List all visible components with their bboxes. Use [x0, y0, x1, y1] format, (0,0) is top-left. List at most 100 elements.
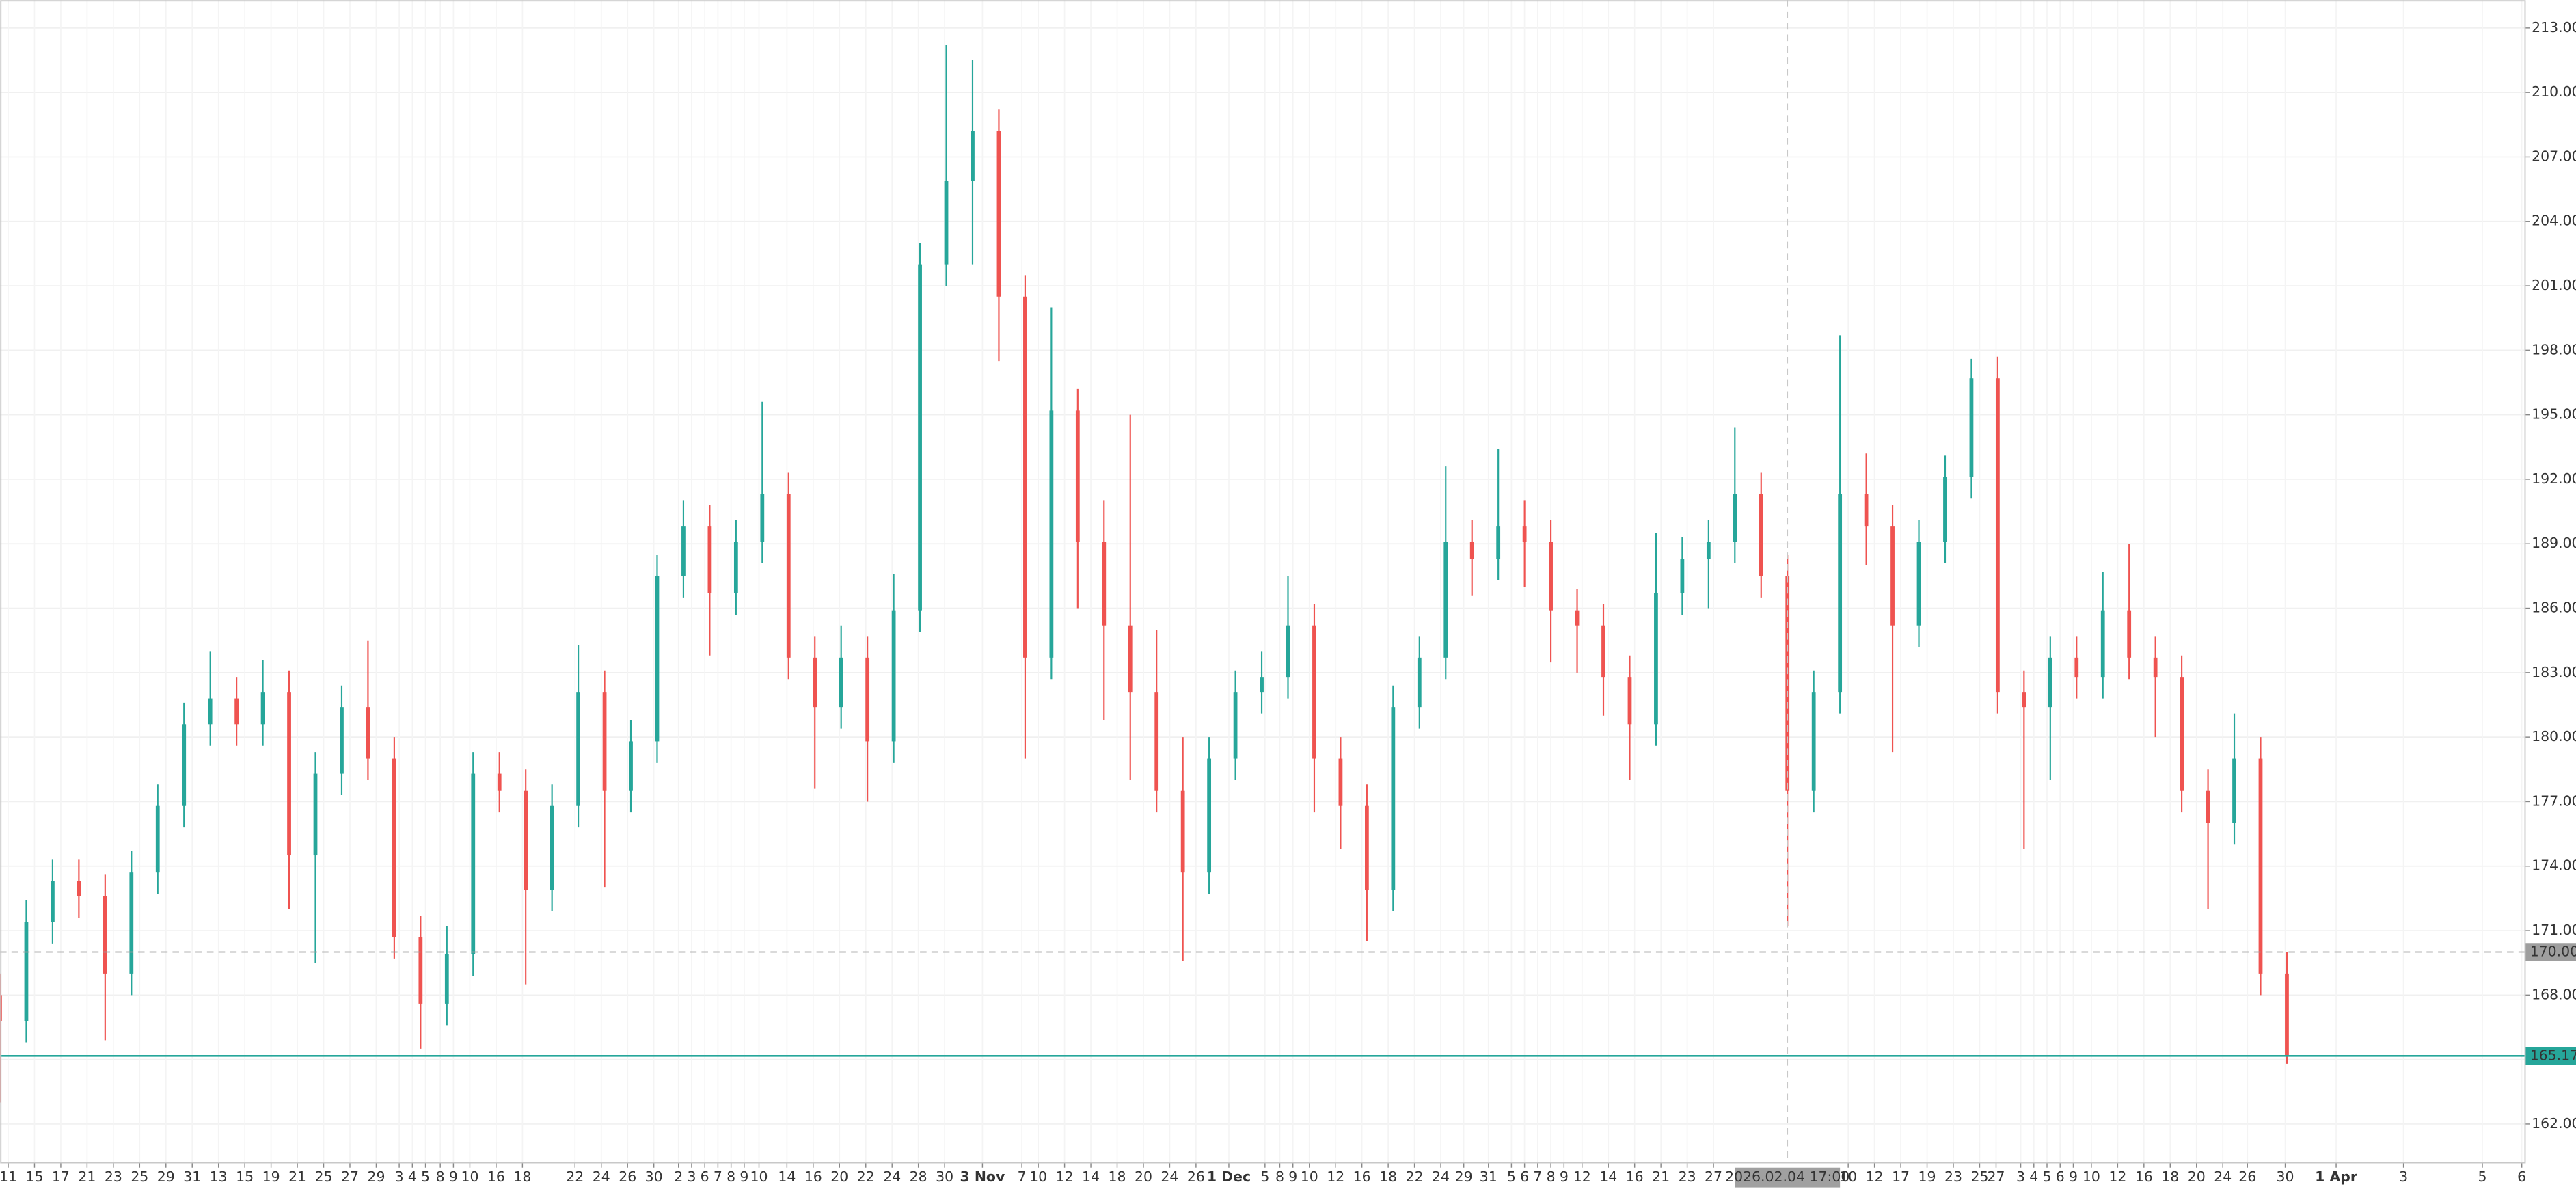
x-tick-label: 30	[2277, 1168, 2294, 1185]
candle-body	[1075, 410, 1080, 542]
x-tick-label: 12	[2109, 1168, 2126, 1185]
x-tick-label: 25	[1970, 1168, 1988, 1185]
x-tick-label: 5	[421, 1168, 430, 1185]
y-tick-label: 201.00	[2532, 277, 2576, 293]
candle-body	[1864, 494, 1869, 527]
x-tick-label: 9	[1560, 1168, 1569, 1185]
x-tick-label: 20	[1135, 1168, 1152, 1185]
candle-body	[1364, 805, 1369, 890]
x-tick-label: 22	[1406, 1168, 1424, 1185]
candle-body	[2232, 758, 2236, 823]
candle-body	[2180, 677, 2184, 791]
candle-body	[234, 698, 239, 725]
x-tick-label: 3	[2399, 1168, 2408, 1185]
candle-body	[1128, 625, 1133, 693]
x-tick-label: 6	[2517, 1168, 2526, 1185]
candle-body	[1838, 494, 1843, 693]
price-label: 170.00	[2530, 943, 2576, 959]
candle-body	[996, 131, 1001, 297]
candle-body	[1312, 625, 1316, 759]
y-tick-label: 198.00	[2532, 341, 2576, 358]
plot-border	[0, 0, 2526, 1164]
y-tick-label: 195.00	[2532, 406, 2576, 423]
x-tick-label: 7	[714, 1168, 722, 1185]
x-tick-label: 28	[910, 1168, 927, 1185]
candle-body	[891, 610, 896, 742]
x-tick-label: 1 Dec	[1207, 1168, 1251, 1185]
candle-body	[1049, 410, 1054, 658]
candle-body	[629, 741, 633, 791]
x-tick-label: 8	[1547, 1168, 1556, 1185]
candle-body	[1417, 657, 1422, 708]
candle-body	[287, 692, 291, 856]
axes: 162.00165.00168.00171.00174.00177.00180.…	[0, 19, 2576, 1188]
candle-body	[2206, 790, 2210, 823]
x-tick-label: 27	[341, 1168, 359, 1185]
x-tick-label: 16	[1353, 1168, 1371, 1185]
x-tick-label: 7	[1018, 1168, 1027, 1185]
x-tick-label: 12	[1056, 1168, 1074, 1185]
x-tick-label: 2	[674, 1168, 683, 1185]
x-tick-label: 10	[461, 1168, 478, 1185]
candle-body	[1496, 526, 1501, 559]
candle-body	[1549, 542, 1553, 611]
candle-body	[155, 805, 160, 873]
candle-body	[1627, 677, 1632, 725]
x-tick-label: 31	[183, 1168, 201, 1185]
x-tick-label: 16	[804, 1168, 822, 1185]
x-tick-label: 23	[1679, 1168, 1696, 1185]
x-tick-label: 26	[619, 1168, 636, 1185]
candle-body	[1601, 625, 1605, 678]
x-tick-label: 21	[78, 1168, 96, 1185]
candle-body	[103, 896, 107, 974]
x-tick-label: 18	[1109, 1168, 1126, 1185]
candle-body	[1680, 559, 1685, 593]
x-tick-label: 29	[367, 1168, 385, 1185]
candle-body	[1522, 526, 1527, 542]
x-tick-label: 29	[157, 1168, 175, 1185]
candle-body	[497, 773, 502, 791]
candle-body	[129, 872, 134, 974]
x-tick-label: 3 Nov	[960, 1168, 1005, 1185]
x-tick-label: 24	[2214, 1168, 2232, 1185]
x-tick-label: 8	[1275, 1168, 1284, 1185]
x-tick-label: 10	[750, 1168, 768, 1185]
y-tick-label: 186.00	[2532, 600, 2576, 616]
x-tick-label: 8	[436, 1168, 445, 1185]
x-tick-label: 9	[449, 1168, 458, 1185]
y-tick-label: 210.00	[2532, 83, 2576, 100]
candle-body	[681, 526, 686, 576]
y-tick-label: 177.00	[2532, 792, 2576, 809]
x-tick-label: 19	[262, 1168, 280, 1185]
candle-body	[1233, 692, 1238, 759]
candle-body	[392, 758, 396, 937]
y-tick-label: 213.00	[2532, 19, 2576, 36]
x-tick-label: 30	[936, 1168, 953, 1185]
candle-body	[550, 805, 554, 890]
y-tick-label: 207.00	[2532, 148, 2576, 164]
candle-body	[1916, 542, 1921, 626]
y-tick-label: 171.00	[2532, 922, 2576, 938]
x-tick-label: 24	[593, 1168, 610, 1185]
candle-body	[1180, 790, 1185, 873]
candle-body	[2258, 758, 2263, 974]
x-tick-label: 12	[1573, 1168, 1591, 1185]
x-tick-label: 20	[2188, 1168, 2206, 1185]
candle-body	[971, 131, 975, 181]
candle-body	[1733, 494, 1737, 542]
x-tick-label: 15	[236, 1168, 254, 1185]
x-tick-label: 7	[1533, 1168, 1542, 1185]
x-tick-label: 16	[1626, 1168, 1644, 1185]
x-tick-label: 4	[2029, 1168, 2038, 1185]
candle-body	[839, 657, 843, 708]
x-tick-label: 27	[1987, 1168, 2005, 1185]
y-tick-label: 168.00	[2532, 986, 2576, 1002]
x-tick-label: 19	[1919, 1168, 1936, 1185]
candle-body	[2127, 610, 2132, 658]
candle-body	[786, 494, 791, 658]
x-tick-label: 20	[830, 1168, 848, 1185]
x-tick-label: 17	[52, 1168, 70, 1185]
plot-area	[0, 0, 2525, 1163]
x-tick-label: 10	[1029, 1168, 1047, 1185]
